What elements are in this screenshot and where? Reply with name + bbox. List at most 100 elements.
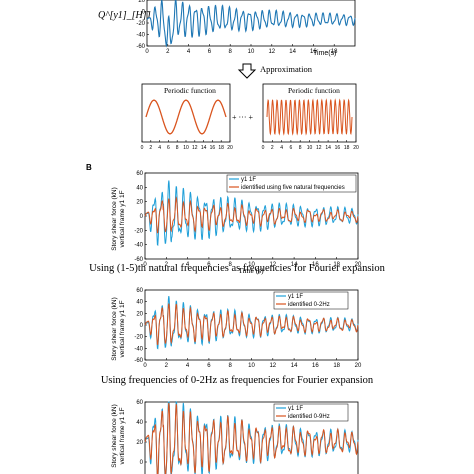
panel-b2-x-tick-label: 4 (186, 363, 190, 369)
panel-b1-identified-line (144, 196, 359, 234)
panel-b1-y-tick-label: 0 (140, 214, 144, 220)
panel-b1-x-tick-label: 14 (291, 262, 298, 268)
periodic-right-x-tick-label: 20 (353, 145, 359, 151)
panel-b2-legend-label-2: identified 0-2Hz (288, 302, 330, 308)
panel-b1-y-tick-label: -40 (134, 243, 143, 249)
top-y-tick-label: -20 (136, 21, 145, 27)
periodic-left-x-tick-label: 8 (176, 145, 179, 151)
panel-b1-y-tick-label: 20 (136, 200, 143, 206)
periodic-right-x-tick-label: 8 (299, 145, 302, 151)
panel-b2-y-ticks: 60 40 20 0 -20 -40 -60 (134, 288, 147, 364)
top-x-tick-label: 4 (187, 49, 191, 55)
panel-b1-legend-label-2: identified using five natural frequencie… (241, 185, 345, 191)
periodic-right-x-tick-label: 16 (335, 145, 341, 151)
periodic-right-wave (266, 98, 353, 136)
periodic-right-x-tick-label: 12 (316, 145, 322, 151)
panel-b2-x-tick-label: 0 (143, 363, 147, 369)
caption-natural-frequencies: Using (1-5)th natural frequencies as fre… (89, 263, 385, 274)
caption-0-2hz: Using frequencies of 0-2Hz as frequencie… (101, 375, 374, 386)
panel-b2-y-tick-label: 40 (136, 300, 143, 306)
panel-b1-x-tick-label: 10 (248, 262, 255, 268)
panel-b3-y-tick-label: 20 (136, 440, 143, 446)
panel-b1-y-tick-label: 60 (136, 171, 143, 177)
panel-b3-legend (273, 403, 349, 422)
periodic-left-wave (145, 99, 227, 135)
top-x-tick-label: 18 (331, 49, 338, 55)
panel-b3-ylabel-2: vertical frame y1 1F (119, 407, 126, 464)
panel-b1-x-tick-label: 18 (333, 262, 340, 268)
periodic-left-x-tick-label: 20 (227, 145, 233, 151)
top-x-tick-label: 2 (166, 49, 170, 55)
periodic-right-x-tick-label: 18 (344, 145, 350, 151)
periodic-right-x-tick-label: 14 (325, 145, 331, 151)
panel-b2-x-ticks: 0 2 4 6 8 10 12 14 16 18 20 (143, 358, 362, 369)
panel-b1-x-tick-label: 20 (355, 262, 362, 268)
periodic-right-x-tick-label: 0 (262, 145, 265, 151)
top-x-tick-label: 0 (145, 49, 149, 55)
panel-b2-x-tick-label: 6 (207, 363, 211, 369)
top-y-tick-label: 20 (138, 0, 145, 4)
panel-b1-xlabel: Time (s) (238, 266, 264, 275)
panel-b3-y-tick-label: 60 (136, 400, 143, 406)
periodic-right-x-tick-label: 10 (307, 145, 313, 151)
periodic-left-x-tick-label: 2 (149, 145, 152, 151)
panel-b3-ylabel-1: Story shear force (kN) (111, 404, 118, 468)
panel-b2-legend (273, 291, 349, 310)
periodic-right-title: Periodic function (288, 86, 340, 95)
top-x-tick-label: 8 (229, 49, 233, 55)
top-x-tick-label: 16 (310, 49, 317, 55)
periodic-left-x-tick-label: 4 (158, 145, 161, 151)
top-ylabel: Q^[y1]_[H]1 (98, 10, 152, 21)
periodic-right-x-tick-label: 6 (290, 145, 293, 151)
periodic-left-x-tick-label: 18 (218, 145, 224, 151)
periodic-right-x-ticks: 0 2 4 6 8 10 12 14 16 18 20 (262, 140, 359, 151)
panel-b2-ylabel-2: vertical frame y1 1F (119, 300, 126, 357)
section-b-label: B (86, 163, 92, 172)
periodic-left-x-tick-label: 14 (201, 145, 207, 151)
panel-b2-y-tick-label: -60 (134, 358, 143, 364)
periodic-left-x-tick-label: 0 (141, 145, 144, 151)
top-y-tick-label: -40 (136, 33, 145, 39)
panel-b1-x-tick-label: 2 (165, 262, 169, 268)
panel-b3: Story shear force (kN) vertical frame y1… (111, 400, 359, 474)
panel-b2: Story shear force (kN) vertical frame y1… (111, 288, 362, 369)
panel-b2-x-tick-label: 14 (291, 363, 298, 369)
top-y-tick-label: 0 (142, 10, 146, 16)
top-plot-frame (146, 0, 356, 47)
top-x-tick-label: 10 (248, 49, 255, 55)
panel-b3-y-tick-label: 0 (140, 460, 144, 466)
panel-b1-x-tick-label: 16 (312, 262, 319, 268)
panel-b1-ylabel-2: vertical frame y1 1F (119, 190, 126, 247)
top-signal-line (146, 0, 356, 48)
panel-b2-x-tick-label: 10 (248, 363, 255, 369)
panel-b2-ylabel-1: Story shear force (kN) (111, 297, 118, 361)
panel-b1-y-tick-label: -60 (134, 257, 143, 263)
panel-b2-x-tick-label: 18 (333, 363, 340, 369)
panel-b1-x-ticks: 0 2 4 6 8 10 12 14 16 18 20 (143, 257, 362, 268)
periodic-left-panel: Periodic function 0 2 4 6 8 10 12 14 16 18 20 (141, 83, 233, 151)
panel-b2-y-tick-label: 20 (136, 311, 143, 317)
top-x-ticks: 0 2 4 6 8 10 12 14 16 18 (145, 44, 338, 55)
periodic-right-panel: Periodic function 0 2 4 6 8 10 12 14 16 18 20 (262, 83, 359, 151)
down-arrow-icon (237, 63, 257, 79)
periodic-left-x-ticks: 0 2 4 6 8 10 12 14 16 18 20 (141, 140, 233, 151)
panel-b1-x-tick-label: 6 (207, 262, 211, 268)
periodic-left-x-tick-label: 16 (210, 145, 216, 151)
periodic-left-title: Periodic function (164, 86, 216, 95)
top-x-tick-label: 12 (268, 49, 275, 55)
periodic-right-x-tick-label: 2 (271, 145, 274, 151)
panel-b2-x-tick-label: 2 (165, 363, 169, 369)
panel-b2-y-tick-label: -40 (134, 346, 143, 352)
top-panel: Q^[y1]_[H]1 20 0 -20 -40 -60 0 2 4 6 8 10 12 14 16 18… (98, 0, 356, 57)
periodic-left-x-tick-label: 10 (183, 145, 189, 151)
panel-b2-y-tick-label: 60 (136, 288, 143, 294)
panel-b2-x-tick-label: 16 (312, 363, 319, 369)
panel-b1-y-tick-label: -20 (134, 228, 143, 234)
panel-b3-y-tick-label: 40 (136, 420, 143, 426)
panel-b2-x-tick-label: 8 (229, 363, 233, 369)
panel-b2-identified-line (144, 303, 359, 346)
panel-b1-x-tick-label: 0 (143, 262, 147, 268)
panel-b2-y-tick-label: 0 (140, 323, 144, 329)
